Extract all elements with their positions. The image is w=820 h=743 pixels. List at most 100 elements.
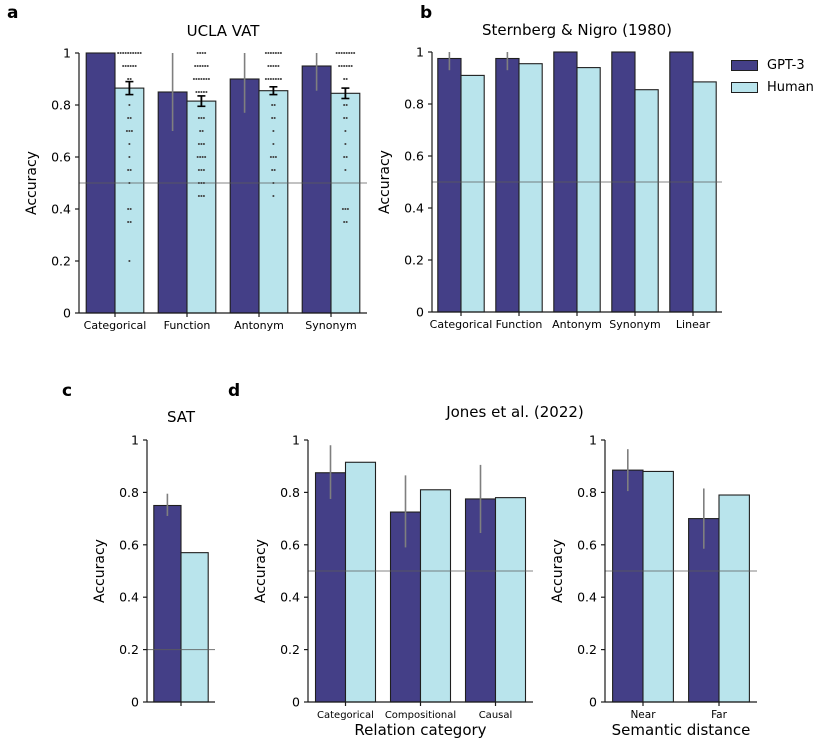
jitter-dot (139, 51, 142, 55)
jitter-dot (345, 220, 348, 224)
panel-label-c: c (62, 381, 73, 401)
jitter-dot (340, 64, 343, 68)
jitter-dot (206, 64, 209, 68)
jitter-dot (343, 220, 346, 224)
bar-human-synonym (634, 89, 659, 313)
jitter-dot (129, 220, 132, 224)
jitter-dot (277, 51, 280, 55)
jitter-dot (267, 77, 270, 81)
x-tick-label: Near (630, 709, 656, 721)
jitter-dot (197, 168, 200, 172)
jitter-dot (127, 77, 130, 81)
jitter-dot (195, 77, 198, 81)
jitter-dot (199, 51, 202, 55)
jitter-dot (272, 181, 275, 185)
jitter-dot (273, 168, 276, 172)
jitter-dot (128, 259, 131, 263)
jitter-dot (197, 116, 200, 120)
jitter-dot (134, 51, 137, 55)
jitter-dot (132, 51, 135, 55)
jitter-dot (205, 77, 208, 81)
jitter-dot (271, 168, 274, 172)
jitter-dot (277, 77, 280, 81)
y-tick-label: 0.8 (280, 485, 300, 500)
panel-a: 0 0.2 0.4 0.6 0.8 1 Categorical Function Antonym… (24, 22, 367, 332)
y-tick-label: 0 (416, 305, 424, 320)
jitter-dot (129, 51, 132, 55)
jitter-dot (343, 51, 346, 55)
jitter-dot (204, 155, 207, 159)
jitter-dot (273, 103, 276, 107)
bar-human-group-0 (180, 552, 209, 703)
bar-gpt3-synonym (301, 65, 332, 314)
jitter-dot (197, 181, 200, 185)
jitter-dot (344, 142, 347, 146)
jitter-dot (128, 142, 131, 146)
legend: GPT-3 Human (731, 58, 814, 95)
jitter-dot (279, 51, 282, 55)
bar-human-categorical (460, 74, 485, 313)
jitter-dot (129, 207, 132, 211)
jitter-dot (345, 51, 348, 55)
jitter-dot (134, 64, 137, 68)
y-tick-label: 0 (63, 306, 71, 321)
bar-human-causal (494, 497, 527, 703)
y-tick-label: 0.6 (404, 149, 424, 164)
jitter-dot (128, 181, 131, 185)
jitter-dot (200, 168, 203, 172)
y-tick-label: 0.6 (51, 150, 71, 165)
x-tick-label: Antonym (552, 318, 602, 331)
jitter-dot (207, 77, 210, 81)
x-axis-label: Semantic distance (612, 721, 751, 739)
y-tick-label: 0.6 (280, 537, 300, 552)
y-tick-label: 1 (131, 433, 139, 448)
legend-swatch-gpt3-icon (731, 60, 758, 71)
jitter-dot (338, 51, 341, 55)
y-tick-label: 0.4 (577, 590, 597, 605)
jitter-dot (267, 64, 270, 68)
jitter-dot (274, 77, 277, 81)
x-tick-label: Categorical (430, 318, 493, 331)
jitter-dot (264, 77, 267, 81)
y-tick-label: 0.4 (280, 590, 300, 605)
jitter-dot (345, 155, 348, 159)
x-tick-label: Far (711, 709, 728, 721)
jitter-dot (201, 155, 204, 159)
panel-label-a: a (7, 3, 19, 23)
panel-title-b: Sternberg & Nigro (1980) (482, 21, 672, 39)
jitter-dot (350, 64, 353, 68)
jitter-dot (197, 90, 200, 94)
jitter-dot (197, 142, 200, 146)
jitter-dot (273, 116, 276, 120)
x-tick-label: Synonym (305, 319, 356, 332)
jitter-dot (269, 51, 272, 55)
jitter-dot (338, 64, 341, 68)
jitter-dot (344, 207, 347, 211)
legend-item-human: Human (731, 80, 814, 95)
bar-human-linear (692, 81, 717, 313)
jitter-dot (129, 116, 132, 120)
y-tick-label: 0.8 (404, 97, 424, 112)
jitter-dot (348, 64, 351, 68)
y-axis-label: Accuracy (24, 151, 40, 215)
y-tick-label: 0.2 (404, 253, 424, 268)
jitter-dot (274, 64, 277, 68)
panel-dleft: 0 0.2 0.4 0.6 0.8 1 Categorical Compositional Ca… (253, 433, 533, 739)
jitter-dot (200, 77, 203, 81)
jitter-dot (269, 64, 272, 68)
jitter-dot (271, 103, 274, 107)
x-tick-label: Categorical (84, 319, 147, 332)
jitter-dot (204, 64, 207, 68)
y-tick-label: 0.4 (51, 202, 71, 217)
y-tick-label: 0 (131, 695, 139, 710)
jitter-dot (129, 64, 132, 68)
jitter-dot (344, 168, 347, 172)
jitter-dot (277, 64, 280, 68)
bar-human-categorical (114, 87, 145, 314)
bar-human-function (186, 100, 217, 314)
y-tick-label: 0.2 (119, 642, 139, 657)
x-tick-label: Function (496, 318, 543, 331)
x-tick-label: Compositional (385, 710, 456, 721)
bar-human-antonym (258, 90, 289, 314)
legend-label-human: Human (767, 80, 814, 95)
